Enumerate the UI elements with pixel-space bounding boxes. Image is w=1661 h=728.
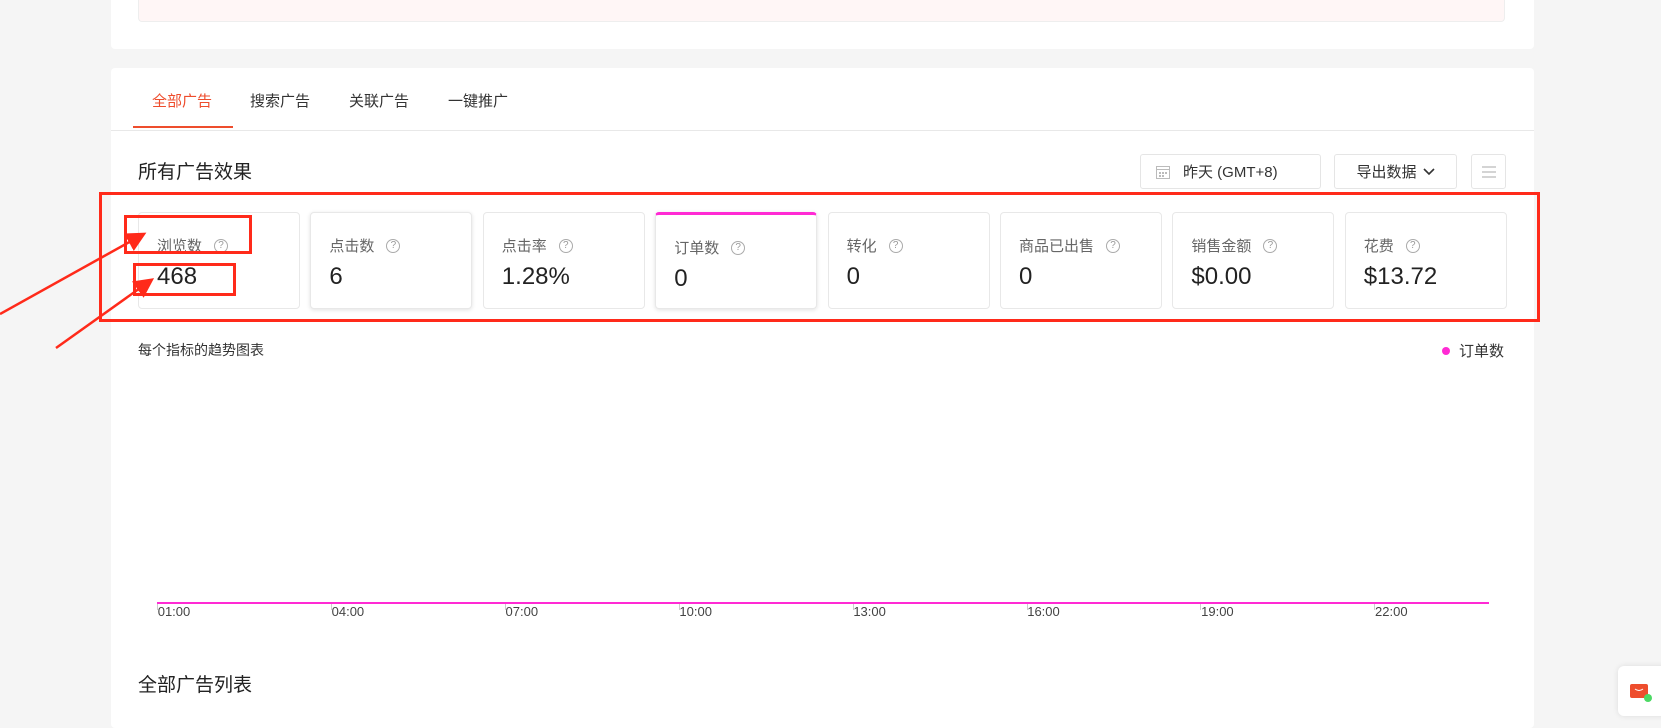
metric-value: $0.00: [1191, 263, 1252, 290]
metric-card[interactable]: 点击率? 1.28%: [482, 212, 645, 309]
menu-icon: [1481, 166, 1496, 177]
section-title: 所有广告效果: [138, 162, 253, 183]
trend-chart: [157, 602, 1489, 604]
top-banner: [138, 0, 1505, 22]
metric-value: $13.72: [1363, 263, 1438, 290]
menu-button[interactable]: [1471, 154, 1506, 189]
x-tick-mark: [504, 604, 506, 610]
date-label: 昨天 (GMT+8): [1183, 164, 1278, 181]
tab-search-ads[interactable]: 搜索广告: [250, 93, 311, 110]
metric-value: 0: [674, 265, 688, 292]
help-icon[interactable]: ?: [731, 240, 746, 255]
x-tick-mark: [1026, 604, 1028, 610]
x-tick-label: 10:00: [679, 604, 712, 619]
legend-dot: [1442, 346, 1450, 355]
active-tab-indicator: [133, 126, 233, 128]
metric-value: 468: [157, 263, 198, 290]
export-label: 导出数据: [1356, 164, 1417, 181]
metric-value: 6: [329, 263, 343, 290]
metric-label-text: 商品已出售: [1019, 238, 1095, 255]
x-tick-label: 16:00: [1027, 604, 1060, 619]
date-picker-button[interactable]: 昨天 (GMT+8): [1140, 154, 1321, 189]
metric-label: 花费?: [1364, 235, 1420, 256]
metric-label: 点击数?: [329, 235, 401, 256]
chart-title: 每个指标的趋势图表: [138, 342, 264, 358]
metric-card[interactable]: 销售金额? $0.00: [1172, 212, 1335, 309]
help-icon[interactable]: ?: [1106, 238, 1121, 253]
calendar-icon: [1156, 165, 1170, 179]
x-tick-label: 22:00: [1375, 604, 1408, 619]
x-tick-label: 04:00: [331, 604, 365, 619]
metric-value: 0: [1019, 263, 1033, 290]
divider: [111, 130, 1534, 131]
x-tick-mark: [330, 604, 332, 610]
metric-card[interactable]: 花费? $13.72: [1344, 212, 1507, 309]
metric-label-text: 销售金额: [1191, 238, 1252, 255]
metric-label: 商品已出售?: [1019, 235, 1121, 256]
metric-label: 订单数?: [674, 237, 746, 258]
chart-legend[interactable]: 订单数: [1442, 340, 1504, 361]
metric-card[interactable]: 浏览数? 468: [138, 212, 300, 309]
tab-related-ads[interactable]: 关联广告: [349, 93, 410, 110]
x-tick-mark: [1200, 604, 1202, 610]
x-tick-mark: [1374, 604, 1376, 610]
metric-label: 浏览数?: [157, 235, 229, 256]
metric-label: 转化?: [847, 235, 903, 256]
x-tick-label: 07:00: [505, 604, 539, 619]
tab-all-ads[interactable]: 全部广告: [152, 93, 213, 110]
metric-card[interactable]: 商品已出售? 0: [1000, 212, 1162, 309]
export-data-button[interactable]: 导出数据: [1334, 154, 1457, 189]
metric-value: 0: [846, 263, 860, 290]
x-tick-mark: [852, 604, 854, 610]
metric-label-text: 点击率: [501, 238, 547, 255]
help-icon[interactable]: ?: [888, 238, 903, 253]
metric-label-text: 浏览数: [157, 238, 203, 255]
metric-label-text: 花费: [1363, 238, 1394, 255]
chat-icon: [1630, 684, 1652, 702]
metric-label-text: 转化: [846, 238, 877, 255]
x-tick-mark: [678, 604, 680, 610]
help-icon[interactable]: ?: [386, 238, 401, 253]
chevron-down-icon: [1422, 167, 1435, 175]
metric-card[interactable]: 点击数? 6: [310, 212, 473, 309]
metric-value: 1.28%: [501, 263, 570, 290]
metric-card[interactable]: 订单数? 0: [655, 212, 818, 309]
x-tick-label: 19:00: [1201, 604, 1234, 619]
tab-one-click[interactable]: 一键推广: [448, 93, 509, 110]
metric-label-text: 订单数: [674, 240, 720, 257]
legend-label: 订单数: [1459, 343, 1505, 360]
metric-label: 点击率?: [502, 235, 573, 256]
metric-label: 销售金额?: [1191, 235, 1278, 256]
x-tick-label: 01:00: [157, 604, 191, 619]
help-icon[interactable]: ?: [558, 238, 573, 253]
help-icon[interactable]: ?: [1405, 238, 1420, 253]
ad-list-title: 全部广告列表: [138, 675, 253, 696]
x-tick-mark: [157, 604, 158, 610]
metric-label-text: 点击数: [329, 238, 375, 255]
chat-widget[interactable]: [1618, 666, 1661, 716]
x-tick-label: 13:00: [853, 604, 886, 619]
help-icon[interactable]: ?: [1263, 238, 1278, 253]
metric-card[interactable]: 转化? 0: [827, 212, 990, 309]
annotation-arrows: [0, 232, 155, 350]
